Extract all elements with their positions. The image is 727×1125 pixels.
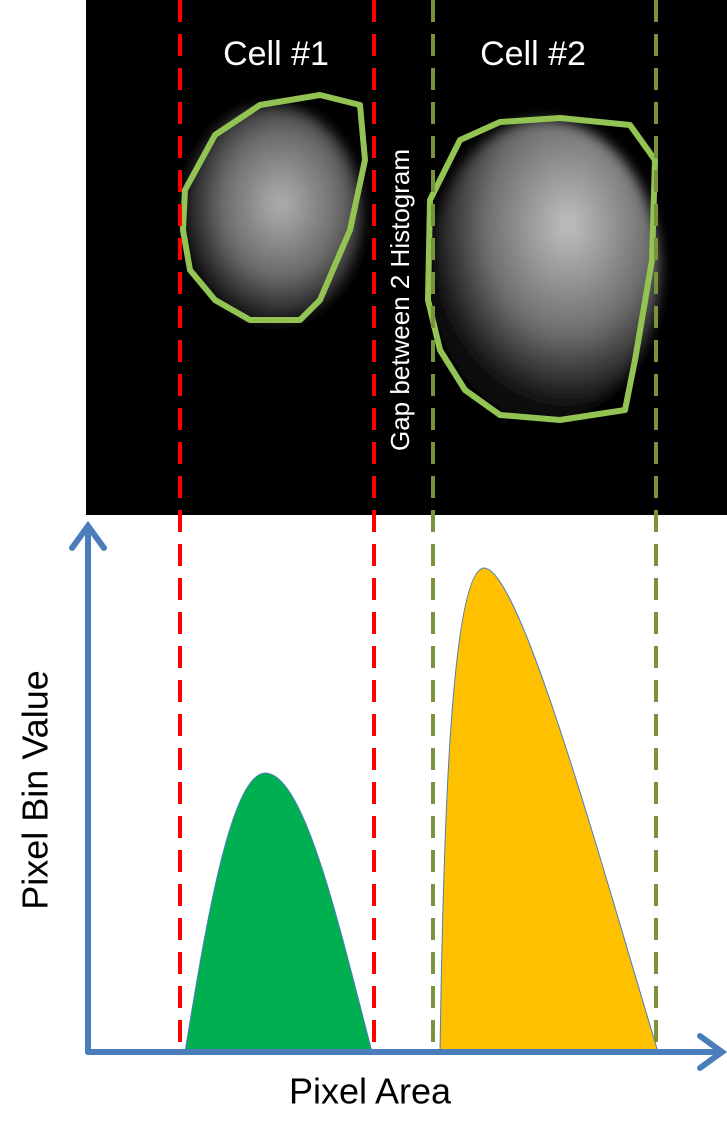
y-axis-title: Pixel Bin Value bbox=[15, 670, 56, 909]
cell-outline bbox=[180, 92, 368, 323]
cell-blob bbox=[430, 120, 660, 420]
cell-label: Cell #1 bbox=[223, 35, 329, 73]
cell-label: Cell #2 bbox=[480, 35, 586, 73]
cell-outline bbox=[425, 115, 658, 423]
x-axis-title: Pixel Area bbox=[289, 1071, 452, 1112]
arrowhead bbox=[69, 520, 107, 551]
gap-label: Gap between 2 Histogram bbox=[385, 149, 415, 451]
histogram-1 bbox=[184, 772, 373, 1053]
arrowhead bbox=[697, 1033, 727, 1071]
divider-lines bbox=[178, 0, 658, 1052]
histogram-2 bbox=[439, 567, 659, 1053]
axes bbox=[69, 520, 727, 1071]
cell-blob bbox=[182, 105, 362, 325]
